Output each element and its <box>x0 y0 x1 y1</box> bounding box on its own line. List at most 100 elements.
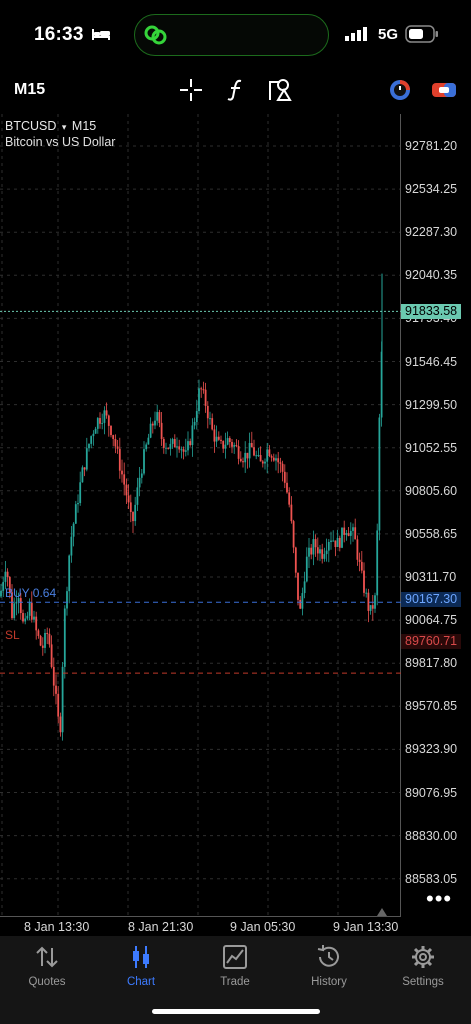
tab-history[interactable]: History <box>282 944 376 988</box>
candle-body <box>253 447 255 456</box>
candle-body <box>327 541 330 551</box>
candle-body <box>156 412 159 421</box>
candle-body <box>187 441 189 451</box>
candle-body <box>283 471 286 483</box>
candle-body <box>202 389 205 391</box>
candle-body <box>22 613 24 622</box>
symbol-description: Bitcoin vs US Dollar <box>5 135 116 149</box>
candle-body <box>8 576 11 593</box>
bed-icon <box>92 29 110 40</box>
timeframe-button[interactable]: M15 <box>14 81 46 98</box>
candle-body <box>66 591 68 609</box>
candle-body <box>107 415 110 426</box>
price-tick-label: 91546.45 <box>405 354 458 369</box>
chart-toolbar: M15 <box>0 70 471 110</box>
candle-body <box>261 461 264 464</box>
price-tick-label: 90558.65 <box>405 526 458 541</box>
candle-body <box>173 439 176 448</box>
candle-body <box>310 547 313 555</box>
tab-settings[interactable]: Settings <box>376 944 470 988</box>
candle-body <box>50 644 53 667</box>
candle-body <box>341 527 343 548</box>
candle-body <box>44 632 46 648</box>
price-tick-label: 89076.95 <box>405 785 458 800</box>
candle-body <box>299 599 302 609</box>
candle-body <box>103 410 106 423</box>
dynamic-island[interactable] <box>134 14 329 56</box>
link-icon <box>144 25 167 45</box>
candle-body <box>266 449 269 462</box>
candle-body <box>2 581 5 591</box>
candle-body <box>191 425 194 446</box>
candle-body <box>61 666 64 733</box>
candle-body <box>371 605 374 609</box>
buy-position-label[interactable]: BUY 0.64 <box>5 586 57 600</box>
time-tick-label: 9 Jan 05:30 <box>230 920 296 934</box>
candle-body <box>184 450 187 452</box>
candle-body <box>312 539 315 555</box>
candle-body <box>308 547 310 557</box>
candle-body <box>79 482 82 504</box>
tab-quotes[interactable]: Quotes <box>0 944 94 988</box>
candle-body <box>259 455 262 462</box>
candle-body <box>149 423 152 438</box>
price-tick-label: 90064.75 <box>405 613 458 628</box>
candle-body <box>180 449 183 451</box>
price-chart[interactable]: BTCUSD ▾ M15 Bitcoin vs US Dollar 92781.… <box>0 114 471 936</box>
candle-body <box>160 422 163 439</box>
timer-icon[interactable] <box>388 78 412 102</box>
candle-body <box>125 484 128 496</box>
price-tick-label: 90311.70 <box>405 570 457 584</box>
candle-body <box>277 458 280 463</box>
candle-body <box>332 540 335 542</box>
status-time: 16:33 <box>34 24 84 45</box>
candle-body <box>52 666 55 686</box>
candle-body <box>138 477 141 488</box>
candle-body <box>226 438 229 445</box>
candle-body <box>96 418 99 429</box>
symbol-name: BTCUSD <box>5 119 57 133</box>
symbol-timeframe: M15 <box>71 119 97 133</box>
candle-body <box>270 456 273 458</box>
sl-label[interactable]: SL <box>5 628 20 642</box>
candle-body <box>305 556 308 582</box>
candle-body <box>222 440 225 449</box>
candle-body <box>41 645 44 648</box>
candle-body <box>176 446 178 448</box>
symbol-dropdown-icon[interactable]: ▾ <box>61 122 67 132</box>
candle-body <box>4 571 7 582</box>
tab-chart[interactable]: Chart <box>94 944 188 988</box>
candle-body <box>169 443 172 449</box>
price-tick-label: 91052.55 <box>405 440 458 455</box>
candle-body <box>110 425 112 436</box>
more-icon[interactable]: ••• <box>426 886 453 911</box>
candle-body <box>147 437 150 445</box>
candle-body <box>140 473 143 478</box>
candle-body <box>151 423 154 426</box>
candle-body <box>46 632 49 634</box>
candle-body <box>132 512 134 522</box>
candle-body <box>349 530 352 536</box>
chart-grid <box>0 114 400 916</box>
objects-icon[interactable] <box>268 78 292 102</box>
tab-trade[interactable]: Trade <box>188 944 282 988</box>
candle-body <box>59 716 62 733</box>
candle-body <box>105 410 108 416</box>
candle-body <box>369 605 372 611</box>
one-click-trade-icon[interactable] <box>431 78 457 102</box>
candle-body <box>17 598 20 602</box>
candle-body <box>334 540 337 548</box>
candle-body <box>292 521 295 548</box>
tab-label-trade: Trade <box>220 976 250 988</box>
tab-label-quotes: Quotes <box>28 976 66 988</box>
crosshair-icon[interactable] <box>179 78 203 102</box>
indicator-icon[interactable] <box>225 78 247 102</box>
candle-body <box>37 630 40 636</box>
candle-body <box>330 540 332 542</box>
bid-price-label: 91833.58 <box>401 304 462 319</box>
scroll-end-marker[interactable] <box>377 908 387 916</box>
sl-price-label: 89760.71 <box>401 634 462 649</box>
candlestick-plot[interactable] <box>0 114 471 936</box>
candle-body <box>123 474 126 485</box>
candle-body <box>171 439 174 444</box>
